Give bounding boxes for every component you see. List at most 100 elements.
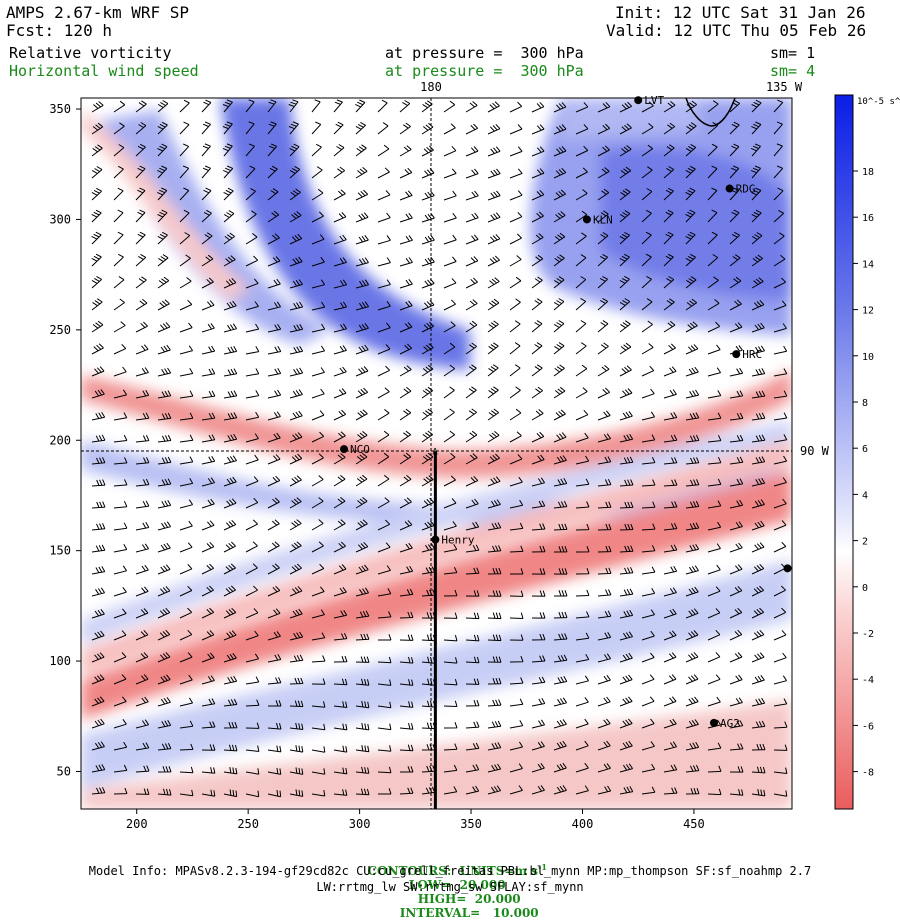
wind-barb [575,501,590,509]
wind-barb [179,720,194,729]
wind-barb [179,209,190,223]
wind-barb [245,476,259,487]
wind-barb [179,674,193,685]
wind-barb [729,585,743,597]
wind-barb [311,746,326,753]
wind-barb [487,386,499,399]
wind-barb [663,101,676,113]
wind-barb [443,764,458,773]
y-tick-label: 300 [49,212,71,226]
wind-barb [575,409,589,421]
wind-barb [509,741,524,751]
wind-barb [135,652,149,663]
wind-barb [399,408,412,421]
wind-barb [135,276,147,289]
wind-barb [619,388,633,399]
wind-barb [113,696,127,707]
wind-barb [663,122,675,135]
wind-barb [179,520,193,531]
wind-barb [597,567,612,575]
wind-barb [509,454,523,465]
wind-barb [575,276,587,289]
wind-barb [201,412,216,421]
wind-barb [311,99,321,113]
wind-barb [531,320,543,333]
wind-barb [91,787,106,795]
wind-barb [597,763,611,773]
wind-barb [201,744,216,751]
wind-barb [619,231,630,245]
wind-barb [685,565,699,575]
station-dot [582,215,591,224]
colorbar-label: 14 [862,259,874,270]
wind-barb [729,564,743,575]
wind-barb [707,276,719,289]
wind-barb [157,742,172,751]
wind-barb [311,345,326,355]
wind-barb [311,256,325,267]
wind-barb [707,478,722,487]
wind-barb [531,276,543,289]
wind-barb [707,434,722,443]
wind-barb [245,699,260,707]
wind-barb [443,123,456,135]
wind-barb [553,232,566,245]
wind-barb [333,723,348,731]
wind-barb [641,209,652,223]
wind-barb [377,122,389,135]
wind-barb [135,389,150,399]
wind-barb [91,630,105,641]
wind-barb [201,390,216,399]
wind-barb [641,275,652,289]
wind-barb [729,412,744,421]
wind-barb [597,589,612,597]
wind-barb [619,588,634,597]
wind-barb [575,189,588,201]
wind-barb [421,497,435,509]
wind-barb [465,190,479,201]
wind-barb [355,766,370,774]
wind-barb [201,323,215,333]
wind-barb [179,766,194,774]
wind-barb [333,301,348,311]
wind-barb [289,789,304,797]
wind-barb [355,723,370,731]
wind-barb [289,767,304,775]
wind-barb [399,520,413,531]
wind-barb [443,678,458,686]
wind-barb [355,541,369,553]
wind-barb [311,541,324,553]
wind-barb [619,298,631,311]
wind-barb [223,165,234,179]
wind-barb [289,279,303,289]
wind-barb [157,412,172,421]
wind-barb [465,678,480,685]
wind-barb [268,700,282,707]
wind-barb [91,457,106,465]
wind-barb [575,478,590,487]
wind-barb [355,235,369,245]
wind-barb [751,99,762,113]
station-label: NCO [350,443,370,456]
y-tick-label: 250 [49,323,71,337]
wind-barb [751,675,765,685]
wind-barb [597,501,612,509]
wind-barb [487,408,499,421]
wind-barb [487,212,501,223]
wind-barb [223,390,238,399]
wind-barb [663,764,678,773]
wind-barb [245,653,260,663]
wind-barb [135,434,150,443]
wind-barb [575,320,587,333]
wind-barb [575,785,589,795]
wind-barb [223,255,236,267]
wind-barb [421,386,433,399]
wind-barb [465,299,478,311]
wind-barb [531,545,546,553]
wind-barb [663,674,677,685]
wind-barb [707,742,722,751]
wind-barb [157,607,171,619]
wind-barb [465,146,479,157]
wind-barb [597,456,612,465]
wind-barb [223,277,237,289]
